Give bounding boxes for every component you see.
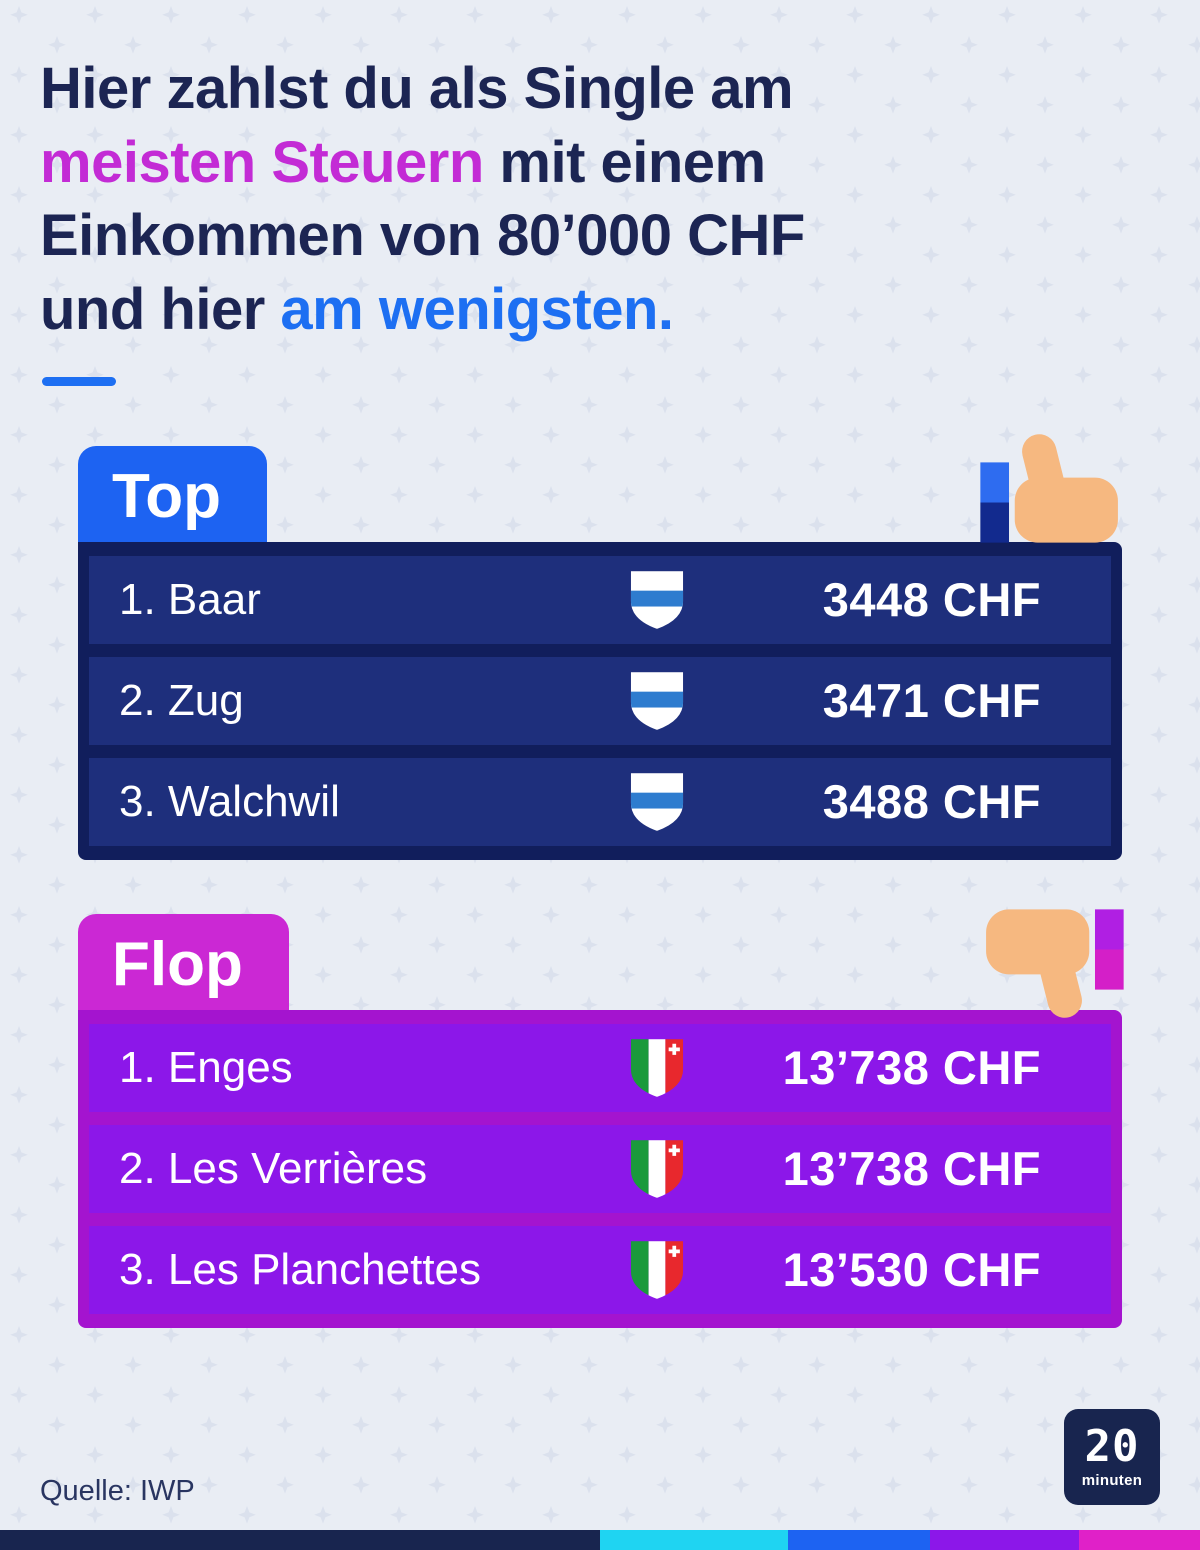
- commune-name: 2. Les Verrières: [119, 1143, 428, 1193]
- table-row: 1. Baar 3448 CHF: [89, 555, 1111, 644]
- thumbs-down-icon: [978, 896, 1126, 1024]
- zug-flag-icon: [629, 569, 685, 631]
- neuchatel-flag-icon: [629, 1037, 685, 1099]
- logo-20-text: 20: [1084, 1421, 1140, 1472]
- logo-minuten-text: minuten: [1081, 1472, 1143, 1489]
- infographic: Hier zahlst du als Single am meisten Ste…: [40, 52, 1160, 1328]
- stripe-segment-navy: [0, 1530, 600, 1550]
- neuchatel-flag-icon: [629, 1138, 685, 1200]
- flop-section: Flop 1. Enges: [78, 908, 1124, 1328]
- zug-flag-icon: [629, 771, 685, 833]
- table-row: 3. Les Planchettes 13’530 CHF: [89, 1225, 1111, 1314]
- top-table: 1. Baar 3448 CHF 2. Zug 3471: [78, 541, 1122, 860]
- commune-name: 1. Baar: [119, 574, 261, 624]
- title-line-2: meisten Steuern mit einem: [40, 129, 766, 195]
- stripe-segment-magenta: [1078, 1530, 1200, 1550]
- tax-value: 13’738 CHF: [782, 1041, 1041, 1095]
- bottom-stripe: [0, 1530, 1200, 1550]
- table-row: 1. Enges 13’738 CHF: [89, 1023, 1111, 1112]
- top-tab-label: Top: [78, 445, 268, 542]
- tax-value: 13’738 CHF: [782, 1142, 1041, 1196]
- title-line-3: Einkommen von 80’000 CHF: [40, 203, 805, 269]
- tax-value: 3488 CHF: [822, 775, 1041, 829]
- stripe-segment-purple: [929, 1530, 1079, 1550]
- commune-name: 3. Walchwil: [119, 776, 340, 826]
- tax-value: 13’530 CHF: [782, 1243, 1041, 1297]
- title-highlight-blue: am wenigsten.: [280, 276, 674, 342]
- tax-value: 3448 CHF: [822, 573, 1041, 627]
- title-highlight-magenta: meisten Steuern: [40, 129, 484, 195]
- title-line-4: und hier am wenigsten.: [40, 276, 674, 342]
- 20minuten-logo: 20 minuten: [1064, 1409, 1160, 1505]
- table-row: 3. Walchwil 3488 CHF: [89, 757, 1111, 846]
- commune-name: 2. Zug: [119, 675, 244, 725]
- stripe-segment-cyan: [600, 1530, 789, 1550]
- top-section: Top 1. Baar 3448 CHF: [78, 433, 1122, 860]
- source-label: Quelle: IWP: [40, 1475, 195, 1507]
- table-row: 2. Zug 3471 CHF: [89, 656, 1111, 745]
- table-row: 2. Les Verrières 13’738 CHF: [89, 1124, 1111, 1213]
- stripe-segment-blue: [788, 1530, 930, 1550]
- thumbs-up-icon: [978, 428, 1126, 556]
- tax-value: 3471 CHF: [822, 674, 1041, 728]
- title-line-1: Hier zahlst du als Single am: [40, 56, 794, 121]
- commune-name: 3. Les Planchettes: [119, 1244, 482, 1294]
- title-underline: [42, 376, 116, 386]
- commune-name: 1. Enges: [119, 1042, 293, 1092]
- flop-tab-label: Flop: [78, 913, 289, 1010]
- neuchatel-flag-icon: [629, 1239, 685, 1301]
- flop-table: 1. Enges 13’738 CHF 2. Les Ver: [78, 1009, 1122, 1328]
- page-title: Hier zahlst du als Single am meisten Ste…: [40, 52, 1160, 347]
- zug-flag-icon: [629, 670, 685, 732]
